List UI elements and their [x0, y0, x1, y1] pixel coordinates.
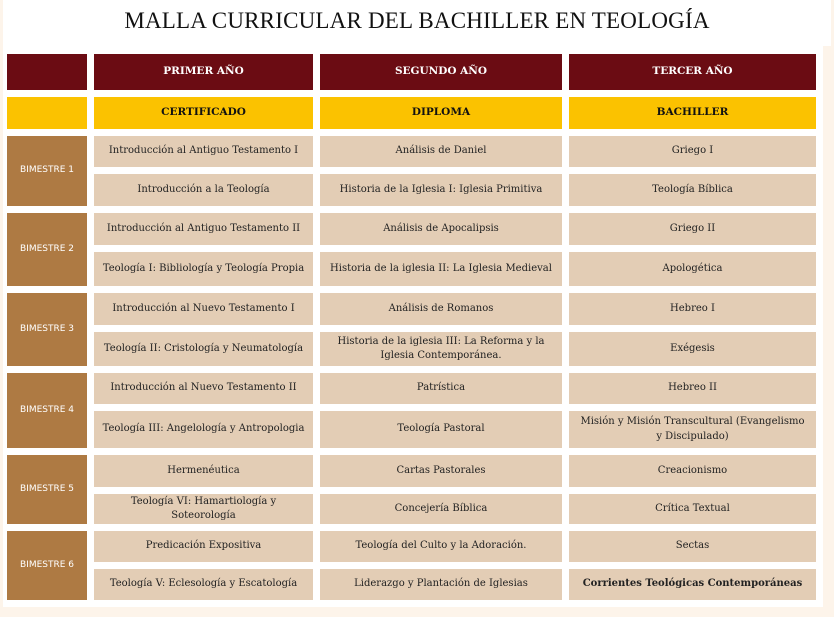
course-cell: Patrística — [320, 373, 562, 404]
course-cell: Teología III: Angelología y Antropologia — [94, 411, 313, 448]
course-cell: Historia de la iglesia II: La Iglesia Me… — [320, 252, 562, 286]
course-cell: Griego I — [569, 136, 816, 167]
year-header-2: SEGUNDO AÑO — [320, 54, 562, 90]
course-cell: Teología Bíblica — [569, 174, 816, 206]
course-cell: Hebreo I — [569, 293, 816, 325]
course-cell: Análisis de Apocalipsis — [320, 213, 562, 245]
course-cell: Teología Pastoral — [320, 411, 562, 448]
course-cell: Concejería Bíblica — [320, 494, 562, 524]
course-cell: Historia de la iglesia III: La Reforma y… — [320, 332, 562, 366]
course-cell: Teología V: Eclesología y Escatología — [94, 569, 313, 600]
course-cell: Exégesis — [569, 332, 816, 366]
corner-subheader — [7, 97, 87, 129]
bimestre-label: BIMESTRE 1 — [7, 136, 87, 206]
course-cell: Apologética — [569, 252, 816, 286]
course-cell: Creacionismo — [569, 455, 816, 487]
course-cell: Hebreo II — [569, 373, 816, 404]
level-header-1: CERTIFICADO — [94, 97, 313, 129]
course-cell: Liderazgo y Plantación de Iglesias — [320, 569, 562, 600]
course-cell: Teología del Culto y la Adoración. — [320, 531, 562, 562]
course-cell: Sectas — [569, 531, 816, 562]
level-header-3: BACHILLER — [569, 97, 816, 129]
course-cell: Historia de la Iglesia I: Iglesia Primit… — [320, 174, 562, 206]
level-header-2: DIPLOMA — [320, 97, 562, 129]
course-cell: Cartas Pastorales — [320, 455, 562, 487]
title-bar — [3, 0, 831, 46]
course-cell: Introducción al Nuevo Testamento I — [94, 293, 313, 325]
course-cell: Teología II: Cristología y Neumatología — [94, 332, 313, 366]
course-cell: Teología VI: Hamartiología y Soteorologí… — [94, 494, 313, 524]
bimestre-label: BIMESTRE 2 — [7, 213, 87, 286]
curriculum-table: PRIMER AÑO SEGUNDO AÑO TERCER AÑO CERTIF… — [7, 54, 816, 600]
course-cell: Análisis de Romanos — [320, 293, 562, 325]
bimestre-label: BIMESTRE 5 — [7, 455, 87, 524]
course-cell: Teología I: Bibliología y Teología Propi… — [94, 252, 313, 286]
course-cell: Introducción al Antiguo Testamento I — [94, 136, 313, 167]
bimestre-label: BIMESTRE 4 — [7, 373, 87, 448]
year-header-3: TERCER AÑO — [569, 54, 816, 90]
year-header-1: PRIMER AÑO — [94, 54, 313, 90]
bimestre-label: BIMESTRE 6 — [7, 531, 87, 600]
course-cell: Misión y Misión Transcultural (Evangelis… — [569, 411, 816, 448]
corner-header — [7, 54, 87, 90]
course-cell: Hermenéutica — [94, 455, 313, 487]
course-cell: Introducción al Nuevo Testamento II — [94, 373, 313, 404]
course-cell: Crítica Textual — [569, 494, 816, 524]
page-title: MALLA CURRICULAR DEL BACHILLER EN TEOLOG… — [124, 8, 710, 33]
course-cell: Griego II — [569, 213, 816, 245]
course-cell: Introducción al Antiguo Testamento II — [94, 213, 313, 245]
course-cell: Predicación Expositiva — [94, 531, 313, 562]
course-cell: Corrientes Teológicas Contemporáneas — [569, 569, 816, 600]
course-cell: Análisis de Daniel — [320, 136, 562, 167]
course-cell: Introducción a la Teología — [94, 174, 313, 206]
bimestre-label: BIMESTRE 3 — [7, 293, 87, 366]
